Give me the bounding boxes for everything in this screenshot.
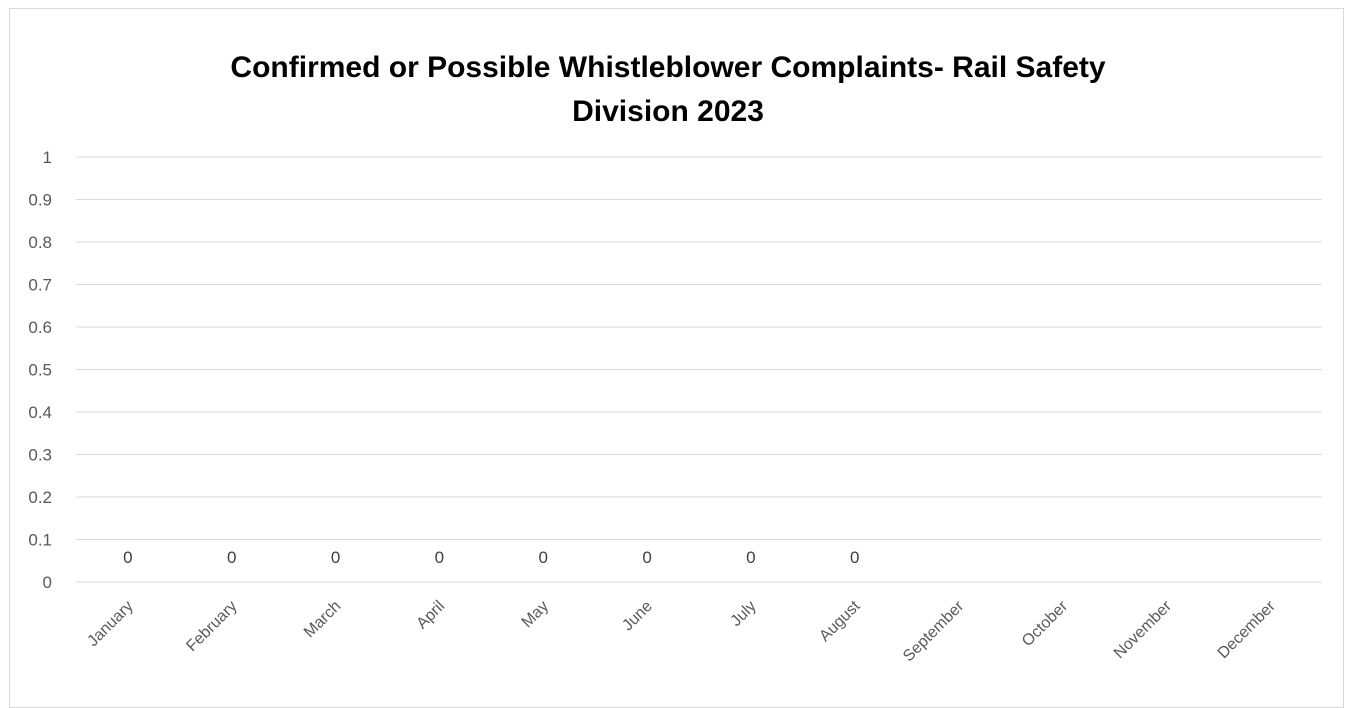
x-category-label: June bbox=[619, 598, 656, 635]
y-tick-label: 0.3 bbox=[28, 446, 52, 465]
data-label: 0 bbox=[331, 548, 340, 567]
x-category-label: April bbox=[414, 598, 449, 633]
x-category-label: January bbox=[84, 598, 136, 650]
x-category-label: December bbox=[1215, 597, 1280, 662]
data-label: 0 bbox=[123, 548, 132, 567]
chart-title-line-1: Confirmed or Possible Whistleblower Comp… bbox=[230, 51, 1105, 84]
x-category-label: August bbox=[816, 597, 864, 645]
y-tick-label: 0 bbox=[43, 573, 52, 592]
chart-title-line-2: Division 2023 bbox=[572, 95, 764, 128]
x-category-label: May bbox=[519, 598, 552, 631]
data-label: 0 bbox=[642, 548, 651, 567]
x-category-label: February bbox=[183, 598, 240, 655]
y-tick-label: 0.7 bbox=[28, 276, 52, 295]
gridlines bbox=[76, 156, 1322, 583]
data-label: 0 bbox=[746, 548, 755, 567]
data-label: 0 bbox=[850, 548, 859, 567]
chart-area bbox=[9, 8, 1344, 708]
data-label: 0 bbox=[539, 548, 548, 567]
x-category-label: November bbox=[1111, 597, 1176, 662]
y-tick-label: 0.6 bbox=[28, 318, 52, 337]
y-tick-label: 0.2 bbox=[28, 488, 52, 507]
x-axis-category-labels: January February March April May June July Augu… bbox=[84, 597, 1279, 665]
data-label: 0 bbox=[435, 548, 444, 567]
x-category-label: September bbox=[900, 597, 968, 665]
y-tick-label: 0.4 bbox=[28, 403, 52, 422]
y-tick-label: 0.9 bbox=[28, 191, 52, 210]
y-tick-label: 1 bbox=[43, 148, 52, 167]
x-category-label: March bbox=[301, 598, 344, 641]
data-label: 0 bbox=[227, 548, 236, 567]
data-labels: 0 0 0 0 0 0 0 0 bbox=[123, 548, 859, 567]
y-tick-label: 0.5 bbox=[28, 361, 52, 380]
y-tick-label: 0.1 bbox=[28, 531, 52, 550]
y-axis-tick-labels: 0 0.1 0.2 0.3 0.4 0.5 0.6 0.7 0.8 0.9 1 bbox=[28, 148, 52, 592]
x-category-label: October bbox=[1019, 597, 1072, 650]
x-category-label: July bbox=[728, 598, 760, 630]
y-tick-label: 0.8 bbox=[28, 233, 52, 252]
